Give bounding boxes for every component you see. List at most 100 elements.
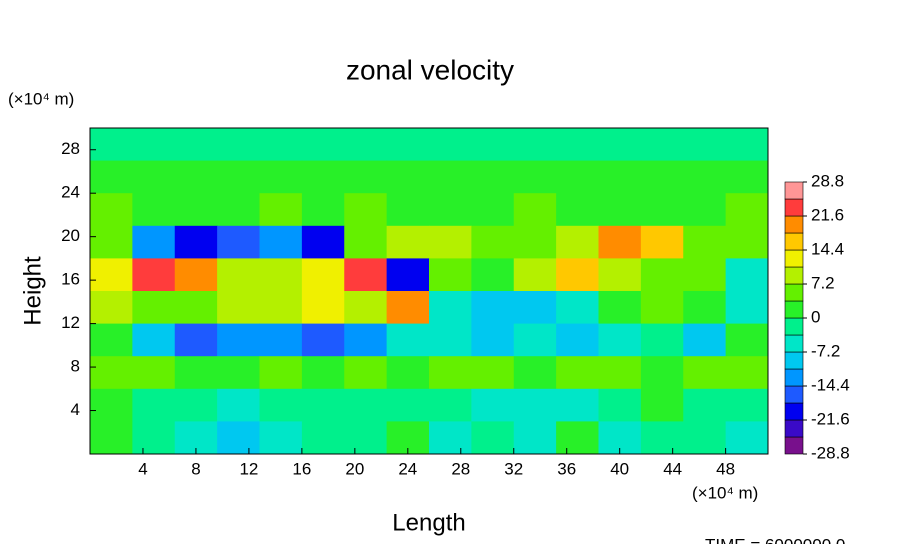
colorbar-label: 14.4 — [811, 239, 844, 258]
colorbar-box — [784, 334, 804, 353]
heatmap-cell — [513, 193, 557, 227]
heatmap-cell — [90, 356, 133, 390]
heatmap-cell — [598, 128, 642, 162]
heatmap-cell — [429, 225, 472, 259]
heatmap-cell — [217, 323, 260, 357]
heatmap-cell — [174, 160, 218, 194]
y-unit: (×10⁴ m) — [8, 89, 74, 108]
heatmap-cell — [301, 323, 345, 357]
heatmap-cell — [513, 128, 557, 162]
heatmap-cell — [640, 128, 684, 162]
heatmap-cell — [217, 356, 260, 390]
colorbar-box — [784, 351, 804, 370]
heatmap-cell — [90, 225, 133, 259]
heatmap-cell — [471, 258, 515, 292]
heatmap-cell — [386, 388, 430, 422]
heatmap-cell — [640, 291, 684, 325]
heatmap-cell — [259, 323, 303, 357]
heatmap-cell — [556, 193, 599, 227]
heatmap-cell — [386, 291, 430, 325]
heatmap-cell — [174, 323, 218, 357]
heatmap-cell — [640, 356, 684, 390]
heatmap-cell — [386, 128, 430, 162]
heatmap-cell — [259, 225, 303, 259]
heatmap-cell — [174, 356, 218, 390]
plot-frame — [89, 127, 769, 455]
x-tick-label: 36 — [557, 459, 576, 478]
heatmap-cell — [301, 160, 345, 194]
colorbar-box — [784, 300, 804, 319]
heatmap-cell — [217, 128, 260, 162]
heatmap-cell — [259, 291, 303, 325]
x-tick-label: 24 — [398, 459, 417, 478]
x-tick-label: 48 — [716, 459, 735, 478]
heatmap-cell — [217, 388, 260, 422]
heatmap-cell — [344, 160, 388, 194]
heatmap-cell — [640, 421, 684, 455]
heatmap-cell — [640, 225, 684, 259]
heatmap-cell — [725, 291, 769, 325]
heatmap-cell — [344, 388, 388, 422]
colorbar-label: 7.2 — [811, 273, 835, 292]
heatmap-cell — [386, 323, 430, 357]
heatmap-cell — [344, 258, 388, 292]
heatmap-cell — [725, 258, 769, 292]
heatmap-cell — [429, 356, 472, 390]
x-tick-label: 4 — [138, 459, 147, 478]
heatmap-cell — [598, 225, 642, 259]
heatmap-cell — [471, 323, 515, 357]
heatmap-cell — [513, 356, 557, 390]
y-tick-label: 24 — [61, 183, 80, 202]
heatmap-cell — [513, 225, 557, 259]
x-tick-label: 40 — [610, 459, 629, 478]
heatmap-cell — [344, 193, 388, 227]
heatmap-cell — [132, 225, 176, 259]
colorbar-box — [784, 181, 804, 200]
colorbar-label: 28.8 — [811, 171, 844, 190]
colorbar-label: -14.4 — [811, 375, 850, 394]
colorbar-box — [784, 436, 804, 455]
colorbar-box — [784, 402, 804, 421]
x-tick-label: 16 — [292, 459, 311, 478]
x-tick-label: 44 — [663, 459, 682, 478]
heatmap-cell — [217, 258, 260, 292]
heatmap-cell — [640, 323, 684, 357]
heatmap-cell — [132, 388, 176, 422]
heatmap-cell — [725, 356, 769, 390]
x-tick-label: 28 — [451, 459, 470, 478]
heatmap-cell — [513, 258, 557, 292]
heatmap-cell — [386, 193, 430, 227]
heatmap-cell — [429, 160, 472, 194]
heatmap-cell — [429, 193, 472, 227]
heatmap-cell — [217, 160, 260, 194]
heatmap-cell — [174, 291, 218, 325]
heatmap-cell — [259, 128, 303, 162]
heatmap-cell — [301, 388, 345, 422]
colorbar-box — [784, 385, 804, 404]
heatmap-cell — [174, 388, 218, 422]
heatmap-cell — [471, 388, 515, 422]
heatmap-cell — [90, 193, 133, 227]
heatmap-cell — [556, 388, 599, 422]
heatmap-cell — [725, 193, 769, 227]
heatmap-cell — [132, 323, 176, 357]
heatmap-cell — [683, 258, 727, 292]
heatmap-cell — [132, 356, 176, 390]
heatmap-cell — [640, 160, 684, 194]
heatmap-cell — [344, 356, 388, 390]
heatmap-cell — [598, 356, 642, 390]
heatmap-cell — [344, 225, 388, 259]
heatmap-cell — [471, 421, 515, 455]
heatmap-cell — [259, 193, 303, 227]
colorbar-box — [784, 283, 804, 302]
heatmap-cell — [725, 323, 769, 357]
heatmap-cell — [683, 128, 727, 162]
heatmap-cell — [217, 421, 260, 455]
heatmap-cell — [174, 193, 218, 227]
colorbar-box — [784, 368, 804, 387]
heatmap-cell — [301, 128, 345, 162]
heatmap-cell — [90, 291, 133, 325]
y-tick-label: 4 — [71, 400, 80, 419]
heatmap-cell — [556, 225, 599, 259]
heatmap-cell — [683, 291, 727, 325]
